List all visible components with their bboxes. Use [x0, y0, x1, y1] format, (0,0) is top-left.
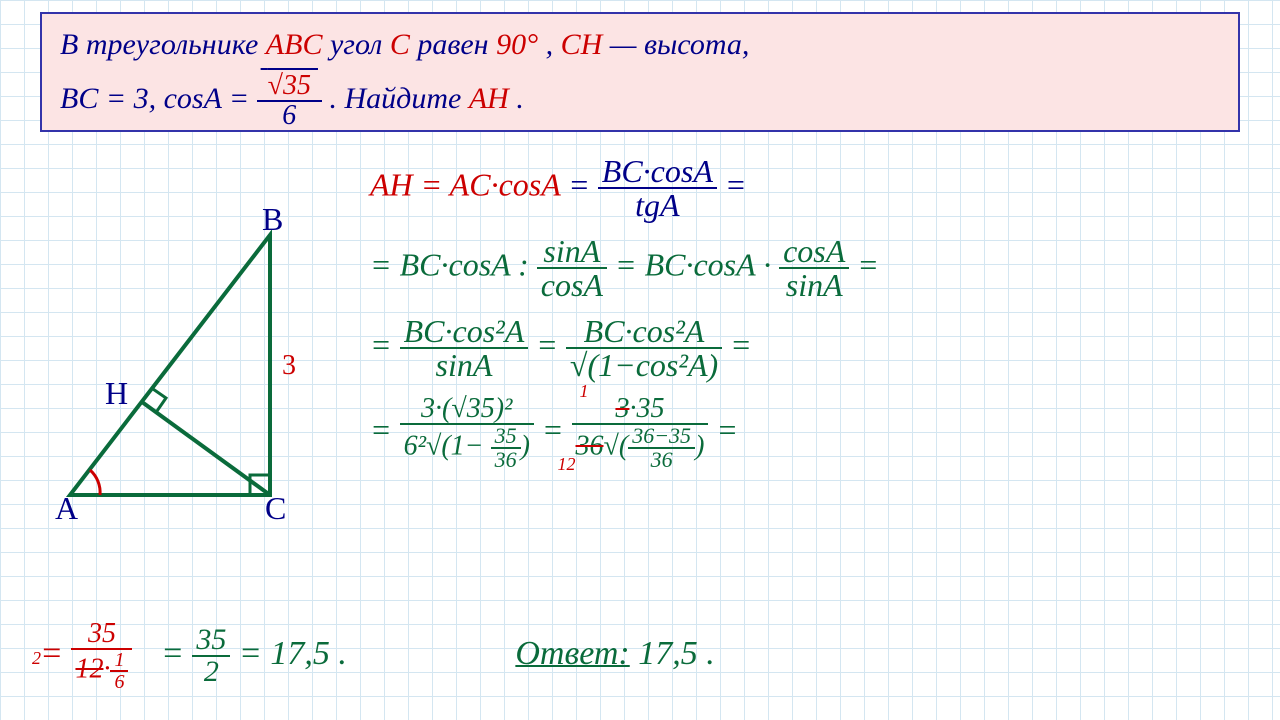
problem-statement-box: В треугольнике ABC угол C равен 90° , CH… — [40, 12, 1240, 132]
equals: = — [370, 326, 400, 362]
close: ) — [521, 430, 530, 461]
mid: = BC·cosA · — [615, 246, 779, 282]
denom-6: 6 — [257, 102, 322, 130]
sqrt-35: √35 — [268, 70, 311, 101]
d: 36 — [628, 449, 695, 471]
text: угол — [330, 28, 390, 61]
equals: = — [568, 166, 598, 202]
n: 35 — [491, 425, 521, 449]
sqrt-open: √( — [604, 430, 629, 461]
vertex-b-label: B — [262, 201, 283, 238]
vertex-a-label: A — [55, 490, 78, 527]
num: BC·cos²A — [566, 315, 722, 349]
final-lhs: 2 = 35 12· 1 6 — [40, 620, 132, 692]
text: . — [516, 82, 524, 115]
cancel-2: 2 — [32, 648, 41, 669]
side-bc-length: 3 — [282, 350, 296, 382]
triangle-svg — [50, 195, 320, 515]
eq: = — [161, 635, 192, 672]
strike-36: 36 — [576, 430, 604, 461]
n: 36−35 — [628, 425, 695, 449]
den: 2 — [192, 657, 230, 687]
strike-3: 3 — [615, 393, 629, 424]
den: 6²√(1− 35 36 ) — [400, 425, 534, 471]
angle-a-arc — [90, 470, 100, 495]
frac-numeric-1: 3·(√35)² 6²√(1− 35 36 ) — [400, 395, 534, 471]
frac-bc-cosa-tga: BC·cosA tgA — [598, 155, 717, 221]
vertex-c-label: C — [265, 490, 286, 527]
work-line-4: = 3·(√35)² 6²√(1− 35 36 ) = 1 3·35 36√( … — [370, 395, 1240, 471]
text: равен — [417, 28, 496, 61]
d: 6 — [110, 672, 128, 692]
final-calc: = 35 2 = 17,5 . — [161, 635, 355, 672]
equals: = — [542, 411, 572, 447]
den: 36√( 36−35 36 ) — [572, 425, 709, 471]
otvet: Ответ: — [515, 635, 629, 672]
answer-row: 2 = 35 12· 1 6 = 35 2 = 17,5 . Ответ: 17… — [40, 620, 1240, 692]
text: В треугольнике — [60, 28, 266, 61]
num: 3·35 — [572, 395, 709, 425]
equals: = — [725, 166, 747, 202]
den: tgA — [598, 189, 717, 221]
text: . Найдите — [329, 82, 468, 115]
den-part: 6²√(1− — [404, 430, 491, 461]
num: 35 — [71, 620, 132, 650]
frac-numeric-2: 3·35 36√( 36−35 36 ) — [572, 395, 709, 471]
dot: · — [103, 653, 110, 684]
ah-eq-ac-cosa: AH = AC·cosA — [370, 166, 560, 202]
text: — высота, — [610, 28, 750, 61]
solution-work: AH = AC·cosA = BC·cosA tgA = = BC·cosA :… — [370, 155, 1240, 479]
frac-cos2-sin: BC·cos²A sinA — [400, 315, 529, 381]
abc-label: ABC — [266, 28, 323, 61]
d: 36 — [491, 449, 521, 471]
triangle-diagram: A B C H 3 — [50, 195, 320, 515]
vertex-h-label: H — [105, 375, 128, 412]
work-line-3: = BC·cos²A sinA = BC·cos²A √(1−cos²A) = — [370, 315, 1240, 381]
cancel-note-bot: 12 — [558, 454, 576, 475]
c-label: C — [390, 28, 410, 61]
num: 3·(√35)² — [400, 395, 534, 425]
n: 1 — [110, 650, 128, 672]
equals: = — [536, 326, 566, 362]
t35: ·35 — [629, 393, 664, 424]
num: cosA — [779, 235, 849, 269]
bc-cos-label: BC = 3, cosA = — [60, 82, 257, 115]
den: √(1−cos²A) — [566, 349, 722, 381]
triangle-abc — [70, 235, 270, 495]
right-angle-h-icon — [153, 389, 166, 411]
num: BC·cos²A — [400, 315, 529, 349]
strike-12: 12 — [75, 653, 103, 684]
deg-label: 90° — [496, 28, 538, 61]
equals: = — [730, 326, 752, 362]
den: cosA — [537, 269, 607, 301]
problem-line-1: В треугольнике ABC угол C равен 90° , CH… — [60, 24, 1220, 66]
ch-label: CH — [561, 28, 603, 61]
problem-line-2: BC = 3, cosA = √35 6 . Найдите AH . — [60, 72, 1220, 130]
close: ) — [695, 430, 704, 461]
equals: = — [857, 246, 879, 282]
work-line-2: = BC·cosA : sinA cosA = BC·cosA · cosA s… — [370, 235, 1240, 301]
den: sinA — [400, 349, 529, 381]
ah-label: AH — [469, 82, 509, 115]
ans-value: 17,5 . — [630, 635, 715, 672]
cos-fraction: √35 6 — [257, 72, 322, 130]
den: 12· 1 6 — [71, 650, 132, 692]
frac-sin-cos: sinA cosA — [537, 235, 607, 301]
frac-cos2-sqrt: BC·cos²A √(1−cos²A) — [566, 315, 722, 381]
work-line-1: AH = AC·cosA = BC·cosA tgA = — [370, 155, 1240, 221]
cancel-note-top: 1 — [580, 381, 589, 402]
text: , — [546, 28, 561, 61]
num: sinA — [537, 235, 607, 269]
lhs: = BC·cosA : — [370, 246, 537, 282]
num: 35 — [192, 625, 230, 657]
equals: = — [370, 411, 400, 447]
answer-label: Ответ: 17,5 . — [515, 635, 714, 672]
equals: = — [716, 411, 738, 447]
frac-cos-sin: cosA sinA — [779, 235, 849, 301]
num: BC·cosA — [598, 155, 717, 189]
val: = 17,5 . — [239, 635, 347, 672]
den: sinA — [779, 269, 849, 301]
